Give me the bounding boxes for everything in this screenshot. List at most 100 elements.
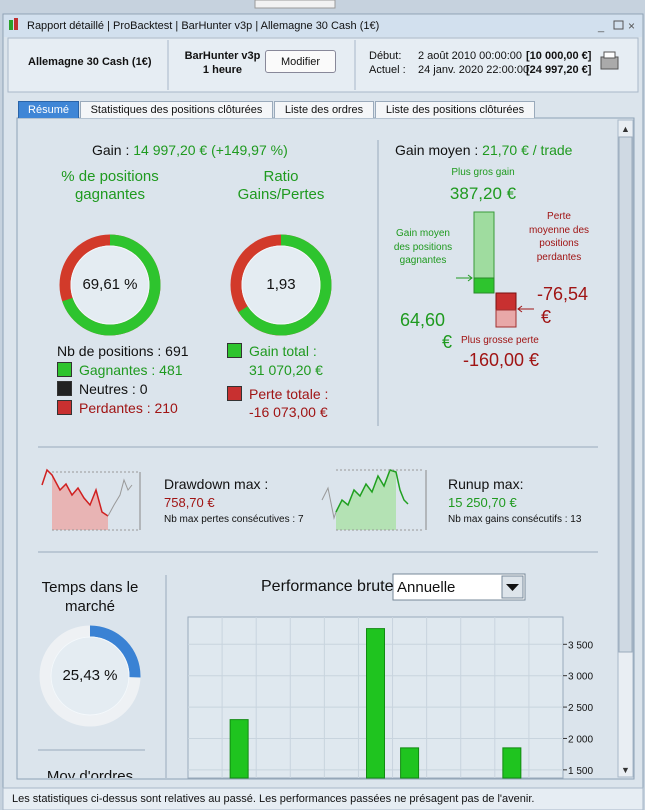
worst-label: Plus grosse perte <box>461 335 539 346</box>
tab[interactable]: Statistiques des positions clôturées <box>80 101 273 118</box>
scroll-thumb[interactable] <box>618 136 633 653</box>
instrument: Allemagne 30 Cash (1€) <box>28 56 152 68</box>
modify-button[interactable]: Modifier <box>265 50 336 73</box>
donut-inner <box>70 245 150 325</box>
y-tick-label: 3 500 <box>568 640 593 651</box>
gain-bar <box>473 211 495 279</box>
period-value[interactable]: Annuelle <box>397 579 456 596</box>
start-label: Début: <box>369 50 402 62</box>
donut-arc <box>39 625 141 727</box>
title-part: ProBacktest <box>113 20 173 32</box>
title-part: BarHunter v3p <box>181 20 253 32</box>
current-capital: [24 997,20 €] <box>526 64 592 76</box>
win-rate-title: % de positions gagnantes <box>61 168 159 203</box>
drawdown-line-rest <box>107 478 133 517</box>
footer-note: Les statistiques ci-dessus sont relative… <box>12 793 535 805</box>
donuts <box>39 234 332 727</box>
donut-inner <box>241 245 321 325</box>
drawdown-line <box>41 468 109 517</box>
scroll-up[interactable]: ▲ <box>621 124 630 134</box>
legend-swatch <box>227 343 242 358</box>
current-label: Actuel : <box>369 64 406 76</box>
win-rate-label: 69,61 % <box>82 276 138 293</box>
avg-loss-label: Perte moyenne des positions perdantes <box>528 211 590 263</box>
status-bar <box>2 787 644 810</box>
avg-loss-unit: € <box>541 307 552 327</box>
best-label: Plus gros gain <box>451 167 515 178</box>
avg-gain-bar <box>473 277 495 294</box>
y-tick-label: 2 500 <box>568 703 593 714</box>
close-button[interactable]: × <box>628 19 635 33</box>
runup-label: Runup max: <box>448 476 524 492</box>
start-capital: [10 000,00 €] <box>526 50 592 62</box>
current-date: 24 janv. 2020 22:00:00 <box>418 64 530 76</box>
ratio-label: 1,93 <box>266 276 296 293</box>
title-part: Rapport détaillé <box>27 20 105 32</box>
orders-title: Moy d'ordres <box>46 768 134 778</box>
donut-arc <box>59 234 161 336</box>
drawdown-label: Drawdown max : <box>164 476 269 492</box>
loss-bar <box>495 309 517 328</box>
time-label: 25,43 % <box>62 667 118 684</box>
bar <box>366 628 385 779</box>
positions-total: Nb de positions : 691 <box>57 343 189 359</box>
timeframe: 1 heure <box>202 64 243 76</box>
dropdown-arrow <box>506 584 519 591</box>
background-dropdown <box>254 0 336 9</box>
runup-value: 15 250,70 € <box>448 495 517 510</box>
gain-value: 14 997,20 € (+149,97 %) <box>133 142 288 158</box>
avg-loss: -76,54 <box>537 284 589 304</box>
tab[interactable]: Liste des positions clôturées <box>375 101 535 118</box>
loss-total: -16 073,00 € <box>249 404 328 420</box>
app-icon <box>14 18 18 30</box>
bar <box>229 719 249 779</box>
print-icon[interactable] <box>600 56 619 70</box>
chart-title: Performance brute <box>261 578 394 595</box>
positions-won: Gagnantes : 481 <box>79 362 183 378</box>
runup-area <box>336 470 396 530</box>
avg-win-label: Gain moyen des positions gagnantes <box>393 228 453 266</box>
y-tick-label: 3 000 <box>568 672 593 683</box>
y-tick-label: 2 000 <box>568 734 593 745</box>
scroll-down[interactable]: ▼ <box>621 765 630 775</box>
donut-arc <box>230 234 332 336</box>
y-tick-label: 1 500 <box>568 766 593 777</box>
tab[interactable]: Résumé <box>18 101 79 118</box>
maximize-button[interactable] <box>613 20 624 30</box>
legend-swatch <box>227 386 242 401</box>
donut-inner <box>50 636 130 716</box>
ratio-title: Ratio Gains/Pertes <box>237 168 325 203</box>
system-name: BarHunter v3p <box>184 50 261 62</box>
app-icon <box>9 20 13 30</box>
chart: 1 500 2 000 2 500 3 000 3 500 <box>188 617 593 779</box>
avg-win: 64,60 <box>400 310 446 330</box>
bar <box>400 747 420 779</box>
legend-swatch <box>57 400 72 415</box>
start-date: 2 août 2010 00:00:00 <box>418 50 522 62</box>
arrow <box>517 305 523 313</box>
avg-loss-bar <box>495 292 517 311</box>
time-title: Temps dans le marché <box>41 579 139 615</box>
legend-swatch <box>57 381 72 396</box>
arrow <box>467 274 473 282</box>
worst-value: -160,00 € <box>463 350 540 370</box>
gain-total: 31 070,20 € <box>249 362 323 378</box>
print-icon-paper <box>603 51 616 59</box>
runup-line <box>335 469 409 513</box>
drawdown-value: 758,70 € <box>164 495 215 510</box>
best-value: 387,20 € <box>449 184 517 203</box>
gain-total-label: Gain total : <box>249 343 317 359</box>
max-losses: Nb max pertes consécutives : 7 <box>164 514 304 525</box>
avg-gain-line: Gain moyen : 21,70 € / trade <box>395 142 572 158</box>
positions-lost: Perdantes : 210 <box>79 400 178 416</box>
tab[interactable]: Liste des ordres <box>274 101 374 118</box>
minimize-button[interactable]: _ <box>597 21 605 33</box>
gain-line: Gain : 14 997,20 € (+149,97 %) <box>92 142 288 158</box>
legend-swatch <box>57 362 72 377</box>
avg-gain-label: Gain moyen : <box>395 142 479 158</box>
title-part: Allemagne 30 Cash (1€) <box>260 20 380 32</box>
avg-win-unit: € <box>442 332 453 352</box>
loss-total-label: Perte totale : <box>249 386 329 402</box>
